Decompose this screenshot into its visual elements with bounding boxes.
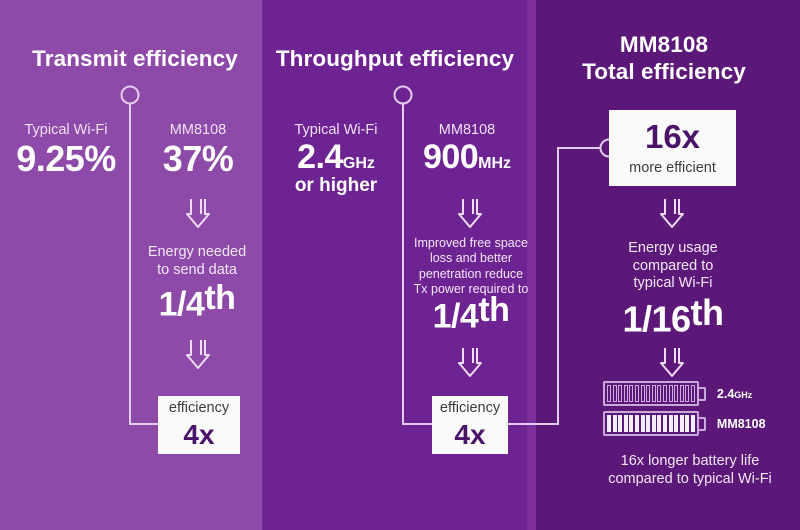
result-value: 4x <box>183 419 215 451</box>
body-text-transmit: Energy needed to send data <box>147 244 247 278</box>
battery-terminal-icon <box>698 416 706 431</box>
headline-value: 16x <box>644 118 701 156</box>
fraction-ordinal: th <box>478 291 510 329</box>
battery-cell <box>657 415 662 432</box>
battery-cell <box>618 385 623 402</box>
battery-cell <box>674 385 679 402</box>
result-label: efficiency <box>168 399 230 416</box>
battery-cell <box>634 385 639 402</box>
battery-label-text: MM8108 <box>716 416 766 431</box>
battery-cells <box>603 411 699 436</box>
body-text-total: Energy usage compared to typical Wi-Fi <box>628 240 718 292</box>
battery-cell <box>668 385 673 402</box>
connector-node-throughput <box>393 85 413 105</box>
result-label: efficiency <box>439 399 501 416</box>
body-text-throughput: Improved free space loss and better pene… <box>413 236 529 296</box>
battery-label-unit: GHz <box>734 389 753 400</box>
metric-caption: MM8108 <box>169 122 227 138</box>
heading-throughput: Throughput efficiency <box>275 46 515 71</box>
result-box-transmit[interactable]: efficiency 4x <box>158 396 240 454</box>
battery-cell <box>646 385 651 402</box>
metric-value: 2.4 <box>297 138 343 177</box>
metric-value: 9.25% <box>16 138 116 180</box>
connector-path-transmit <box>129 104 158 425</box>
footnote-battery-life: 16x longer battery life compared to typi… <box>608 453 772 488</box>
battery-cell <box>607 415 611 432</box>
fraction-total: 1/16 <box>622 298 691 340</box>
battery-cell <box>612 385 617 402</box>
battery-cell <box>662 385 667 402</box>
battery-cell <box>607 385 611 402</box>
double-chevron-down-icon <box>186 199 210 228</box>
battery-cell <box>685 385 690 402</box>
battery-cell <box>668 415 673 432</box>
battery-cell <box>679 385 684 402</box>
connector-path-throughput <box>402 104 432 425</box>
battery-label-text: 2.4 <box>716 386 735 401</box>
battery-graphic <box>603 381 706 406</box>
battery-label: 2.4GHz <box>717 387 752 401</box>
battery-terminal-icon <box>698 386 706 401</box>
battery-cell <box>674 415 679 432</box>
battery-cell <box>618 415 623 432</box>
battery-row-24ghz: 2.4GHz <box>603 381 752 406</box>
battery-cell <box>690 385 695 402</box>
metric-unit: MHz <box>478 155 512 173</box>
battery-cell <box>629 385 634 402</box>
headline-label: more efficient <box>629 160 716 177</box>
metric-value: 37% <box>162 138 234 180</box>
double-chevron-down-icon <box>660 199 684 228</box>
battery-cell <box>640 385 645 402</box>
metric-transmit-typical: Typical Wi-Fi 9.25% <box>6 122 126 178</box>
battery-cell <box>623 415 628 432</box>
battery-label: MM8108 <box>717 417 766 431</box>
battery-cell <box>685 415 690 432</box>
battery-cell <box>657 385 662 402</box>
battery-cell <box>640 415 645 432</box>
fraction-throughput: 1/4 <box>432 297 479 336</box>
panel-seam-stripe <box>527 0 536 530</box>
result-value: 4x <box>454 419 486 451</box>
battery-cell <box>662 415 667 432</box>
metric-subtext: or higher <box>294 174 378 196</box>
battery-cell <box>629 415 634 432</box>
metric-caption: Typical Wi-Fi <box>24 122 108 138</box>
battery-cell <box>634 415 639 432</box>
headline-box-total[interactable]: 16x more efficient <box>609 110 736 186</box>
heading-transmit: Transmit efficiency <box>32 46 238 71</box>
fraction-ordinal: th <box>204 279 236 317</box>
connector-path-total <box>507 147 604 425</box>
metric-caption: Typical Wi-Fi <box>294 122 378 138</box>
battery-graphic <box>603 411 706 436</box>
connector-node-transmit <box>120 85 140 105</box>
double-chevron-down-icon <box>458 199 482 228</box>
metric-throughput-mm8108: MM8108 900MHz <box>406 122 528 176</box>
battery-cell <box>690 415 695 432</box>
battery-cell <box>679 415 684 432</box>
battery-cell <box>651 415 656 432</box>
double-chevron-down-icon <box>186 340 210 369</box>
heading-total: MM8108 Total efficiency <box>582 32 746 84</box>
panel-total-background <box>527 0 800 530</box>
double-chevron-down-icon <box>660 348 684 377</box>
double-chevron-down-icon <box>458 348 482 377</box>
metric-transmit-mm8108: MM8108 37% <box>140 122 256 178</box>
metric-throughput-typical: Typical Wi-Fi 2.4GHz or higher <box>274 122 398 197</box>
metric-unit: GHz <box>342 155 375 173</box>
metric-caption: MM8108 <box>438 122 496 138</box>
battery-cell <box>612 415 617 432</box>
battery-cell <box>651 385 656 402</box>
battery-cell <box>646 415 651 432</box>
battery-row-mm8108: MM8108 <box>603 411 766 436</box>
battery-cell <box>623 385 628 402</box>
fraction-ordinal: th <box>690 292 724 333</box>
metric-value: 900 <box>422 138 479 177</box>
result-box-throughput[interactable]: efficiency 4x <box>432 396 508 454</box>
fraction-transmit: 1/4 <box>158 285 205 324</box>
battery-cells <box>603 381 699 406</box>
